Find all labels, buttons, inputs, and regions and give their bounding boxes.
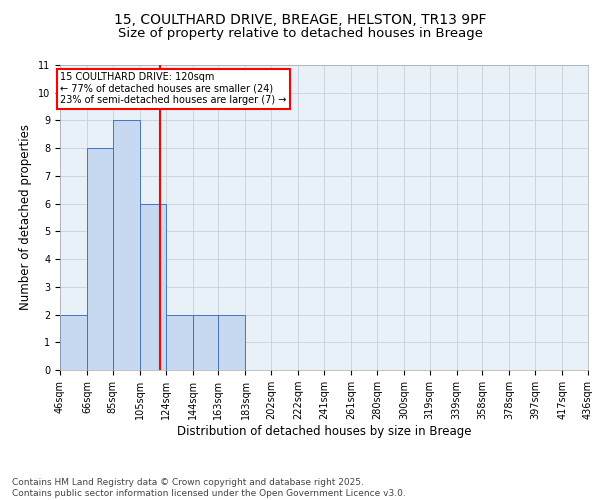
Text: Contains HM Land Registry data © Crown copyright and database right 2025.
Contai: Contains HM Land Registry data © Crown c… [12, 478, 406, 498]
Bar [193, 314, 218, 370]
Bar [166, 314, 193, 370]
Text: 15, COULTHARD DRIVE, BREAGE, HELSTON, TR13 9PF: 15, COULTHARD DRIVE, BREAGE, HELSTON, TR… [114, 12, 486, 26]
Bar [218, 314, 245, 370]
Text: 15 COULTHARD DRIVE: 120sqm
← 77% of detached houses are smaller (24)
23% of semi: 15 COULTHARD DRIVE: 120sqm ← 77% of deta… [60, 72, 286, 105]
Bar [60, 314, 87, 370]
Text: Size of property relative to detached houses in Breage: Size of property relative to detached ho… [118, 28, 482, 40]
Bar [140, 204, 166, 370]
X-axis label: Distribution of detached houses by size in Breage: Distribution of detached houses by size … [177, 425, 471, 438]
Bar [87, 148, 113, 370]
Y-axis label: Number of detached properties: Number of detached properties [19, 124, 32, 310]
Bar [113, 120, 140, 370]
